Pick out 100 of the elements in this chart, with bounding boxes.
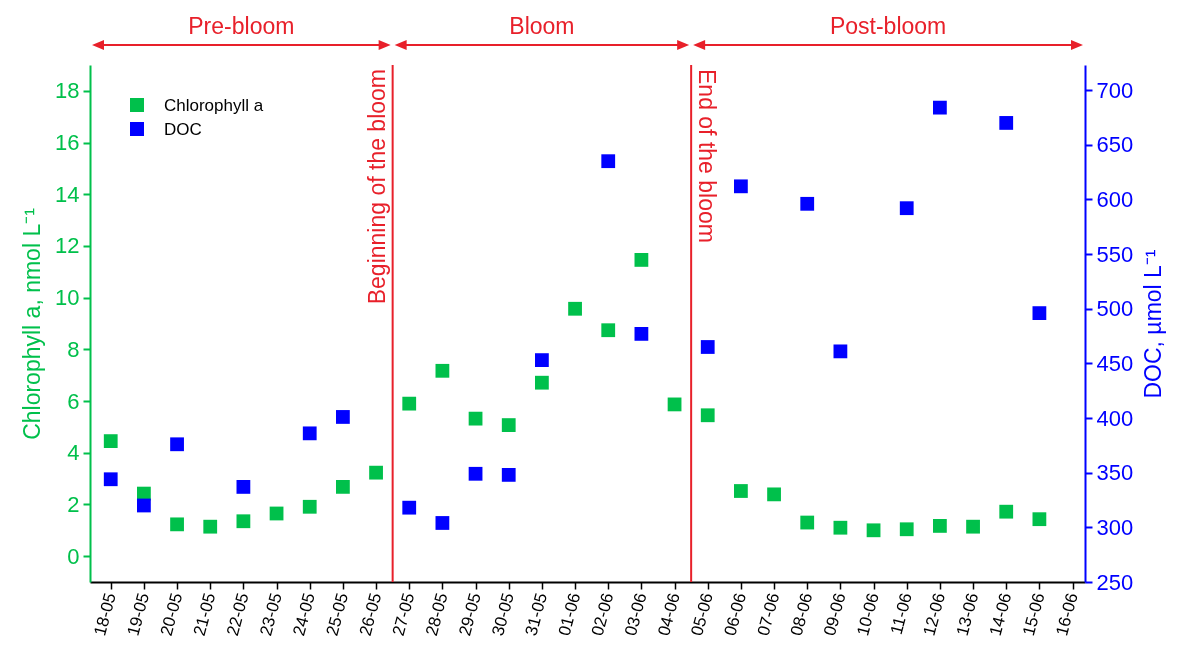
x-tick-label: 26-05 — [355, 590, 386, 638]
x-tick-label: 04-06 — [654, 590, 684, 638]
x-tick-label: 11-06 — [886, 590, 916, 637]
y2-tick-label: 300 — [1096, 514, 1134, 540]
y2-tick-label: 550 — [1096, 241, 1134, 267]
point — [402, 396, 417, 411]
y-tick-label: 6 — [67, 388, 80, 414]
point — [170, 437, 184, 452]
x-tick-label: 13-06 — [952, 590, 983, 638]
y2-tick-label: 350 — [1096, 460, 1134, 486]
text: Pre-bloom — [188, 13, 295, 39]
x-tick-label: 14-06 — [985, 590, 1016, 638]
point — [634, 326, 649, 341]
point — [601, 154, 616, 169]
y-tick-label: 14 — [55, 181, 80, 207]
point — [734, 179, 748, 194]
y2-tick-label: 700 — [1096, 77, 1134, 103]
point — [302, 426, 317, 441]
y-tick-label: 18 — [55, 78, 80, 104]
point — [170, 517, 184, 532]
point — [435, 516, 450, 530]
x-tick-label: 29-05 — [455, 590, 485, 638]
legend-label: DOC — [164, 120, 202, 139]
text: Bloom — [509, 13, 575, 39]
x-tick-label: 03-06 — [620, 590, 651, 638]
x-tick-label: 30-05 — [488, 590, 518, 638]
x-tick-label: 23-05 — [256, 590, 286, 638]
point — [601, 323, 616, 338]
point — [734, 484, 748, 498]
point — [435, 363, 450, 378]
point — [866, 523, 881, 538]
x-tick-label: 28-05 — [421, 590, 452, 638]
x-tick-label: 09-06 — [819, 590, 850, 638]
point — [800, 515, 815, 530]
x-tick-label: 27-05 — [388, 590, 419, 638]
point — [966, 519, 980, 534]
point — [767, 487, 781, 502]
x-tick-label: 06-06 — [720, 590, 751, 638]
y2-tick-label: 400 — [1096, 405, 1134, 431]
point — [800, 196, 815, 211]
point — [369, 465, 383, 480]
y2-tick-label: 650 — [1096, 132, 1134, 158]
point — [336, 479, 350, 494]
y-tick-label: 8 — [67, 336, 80, 362]
point — [899, 201, 914, 216]
legend-label: Chlorophyll a — [164, 96, 264, 115]
point — [933, 519, 947, 533]
y2-tick-label: 600 — [1096, 186, 1134, 212]
ref-line-label: Beginning of the bloom — [363, 69, 390, 305]
x-tick-label: 10-06 — [853, 590, 883, 638]
point — [933, 100, 947, 115]
point — [103, 434, 118, 449]
point — [568, 301, 582, 316]
point — [1032, 306, 1047, 321]
x-tick-label: 18-05 — [90, 590, 120, 638]
x-tick-label: 07-06 — [753, 590, 784, 638]
point — [336, 410, 350, 424]
x-tick-label: 01-06 — [554, 590, 585, 638]
y-tick-label: 2 — [67, 491, 80, 517]
point — [402, 500, 417, 515]
x-tick-label: 08-06 — [786, 590, 817, 638]
x-tick-label: 05-06 — [687, 590, 717, 638]
x-tick-label: 02-06 — [587, 590, 618, 638]
point — [1032, 512, 1047, 527]
point — [634, 253, 649, 267]
point — [700, 408, 715, 423]
x-tick-label: 20-05 — [156, 590, 187, 638]
point — [535, 353, 549, 368]
point — [103, 472, 118, 487]
x-tick-label: 12-06 — [919, 590, 950, 638]
point — [468, 466, 483, 481]
point — [302, 499, 317, 514]
x-tick-label: 31-05 — [521, 590, 552, 638]
x-tick-label: 21-05 — [189, 590, 220, 638]
point — [535, 375, 549, 390]
y2-tick-label: 250 — [1096, 569, 1134, 595]
y-tick-label: 10 — [55, 285, 80, 311]
point — [833, 344, 848, 359]
point — [468, 411, 483, 426]
y-tick-label: 12 — [55, 233, 80, 259]
text: Post-bloom — [829, 13, 947, 39]
x-tick-label: 16-06 — [1052, 590, 1082, 638]
y2-tick-label: 500 — [1096, 296, 1134, 322]
x-tick-label: 19-05 — [123, 590, 154, 638]
y-tick-label: 16 — [55, 130, 80, 156]
point — [833, 520, 848, 535]
y-axis-title: Chlorophyll a, nmol L⁻¹ — [19, 207, 46, 440]
point — [700, 340, 715, 354]
point — [236, 480, 251, 494]
x-tick-label: 22-05 — [222, 590, 253, 638]
y2-axis-title: DOC, µmol L⁻¹ — [1140, 249, 1167, 399]
point — [137, 498, 151, 513]
point — [501, 418, 516, 432]
y2-tick-label: 450 — [1096, 350, 1134, 376]
point — [236, 514, 251, 529]
x-tick-label: 24-05 — [289, 590, 319, 638]
ref-line-label: End of the bloom — [694, 69, 721, 243]
point — [899, 522, 914, 537]
y-tick-label: 0 — [67, 543, 80, 569]
x-tick-label: 15-06 — [1018, 590, 1049, 638]
